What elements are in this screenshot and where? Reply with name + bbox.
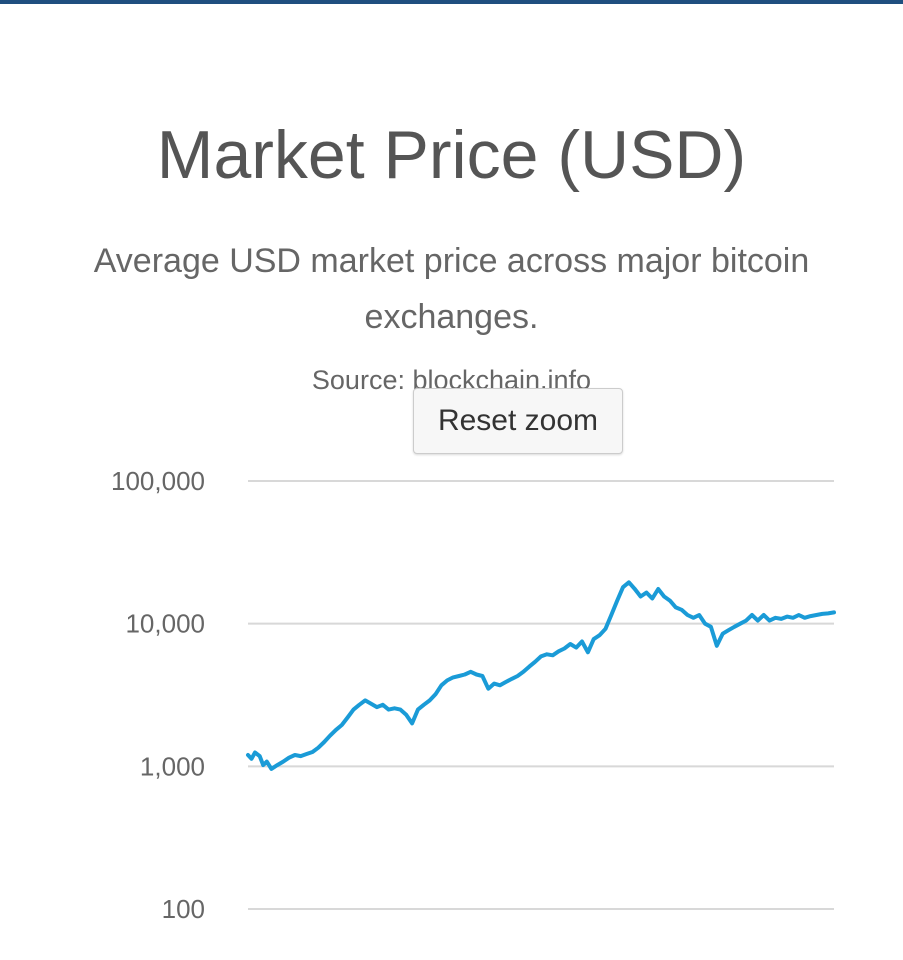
y-tick-label: 100 xyxy=(162,894,205,924)
price-series-line[interactable] xyxy=(246,580,836,771)
chart-subtitle: Average USD market price across major bi… xyxy=(93,242,810,336)
reset-zoom-button[interactable]: Reset zoom xyxy=(413,388,623,454)
y-tick-label: 100,000 xyxy=(111,466,205,496)
y-tick-label: 1,000 xyxy=(140,751,205,781)
y-tick-label: 10,000 xyxy=(125,609,205,639)
chart-title: Market Price (USD) xyxy=(156,117,747,193)
top-accent-bar xyxy=(0,0,903,4)
